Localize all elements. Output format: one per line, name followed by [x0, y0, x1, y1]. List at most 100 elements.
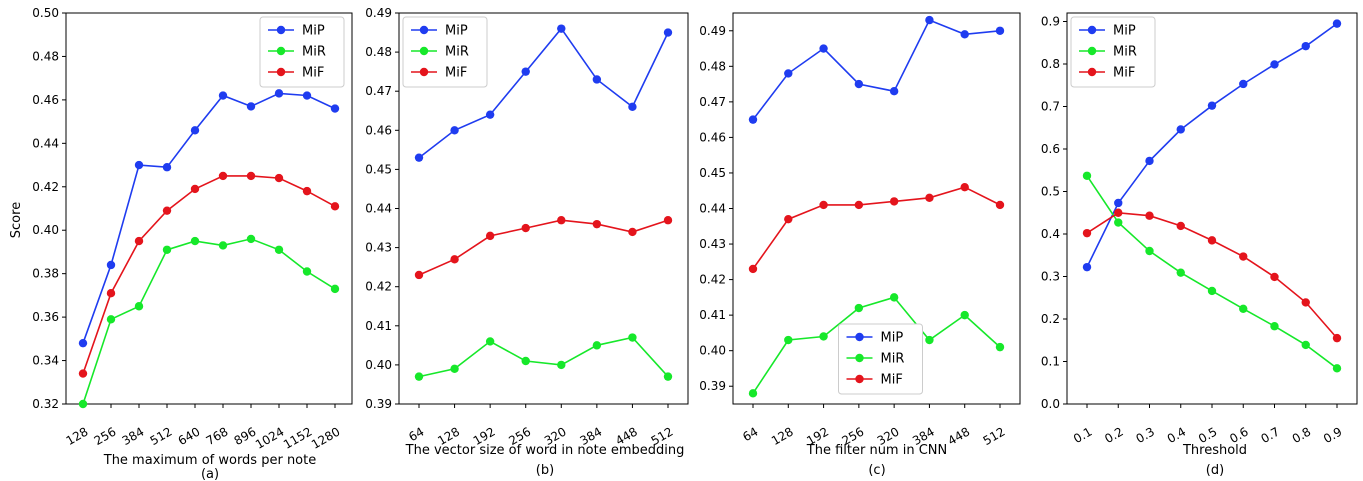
y-tick-label: 0.40	[32, 223, 59, 237]
data-point-mip	[663, 28, 673, 37]
y-axis-label: Score	[9, 202, 24, 238]
data-point-mir	[1301, 340, 1310, 350]
data-point-mir	[1114, 218, 1123, 227]
data-point-mip	[330, 104, 340, 113]
x-tick-label: 1024	[253, 424, 286, 451]
data-point-mif	[1332, 333, 1342, 343]
x-tick-label: 0.3	[1133, 424, 1157, 446]
legend-marker	[855, 332, 864, 342]
x-tick-label: 128	[769, 424, 796, 448]
data-point-mir	[134, 302, 144, 311]
series-line-mif	[1086, 211, 1338, 339]
x-tick-label: 512	[148, 424, 175, 448]
chart-panel-a: The maximum of words per note (a) 0.32 0.…	[32, 6, 353, 481]
data-point-mip	[1114, 198, 1123, 208]
y-tick-label: 0.41	[699, 308, 726, 322]
y-tick-label: 0.45	[699, 166, 726, 180]
legend: MiP MiR MiF	[402, 16, 488, 88]
x-axis-label: The filter num in CNN	[806, 443, 947, 458]
legend-label: MiR	[445, 45, 469, 60]
data-point-mip	[995, 26, 1005, 35]
y-tick-label: 0.46	[365, 123, 392, 137]
data-point-mir	[925, 335, 934, 345]
series-line-mir	[82, 238, 336, 405]
data-point-mif	[274, 173, 284, 183]
data-point-mir	[557, 360, 566, 370]
y-tick-label: 0.43	[699, 237, 726, 251]
data-point-mip	[302, 91, 312, 100]
data-point-mip	[819, 44, 828, 53]
data-point-mip	[748, 115, 758, 124]
legend-marker	[1087, 25, 1097, 35]
panel-label: (c)	[868, 463, 885, 478]
y-tick-label: 0.40	[699, 344, 726, 358]
x-tick-label: 448	[945, 424, 972, 448]
panel-label: (a)	[201, 467, 219, 481]
data-point-mip	[925, 15, 934, 25]
x-tick-label: 640	[176, 424, 203, 448]
y-tick-label: 0.47	[699, 95, 726, 109]
data-point-mir	[1239, 304, 1248, 313]
data-point-mif	[450, 255, 459, 264]
data-point-mip	[134, 160, 144, 170]
data-point-mif	[1082, 228, 1092, 238]
legend-label: MiF	[881, 373, 903, 388]
data-point-mif	[1270, 272, 1279, 282]
data-point-mip	[854, 79, 864, 89]
legend-label: MiF	[302, 66, 324, 81]
data-point-mif	[854, 200, 864, 210]
series-line-mir	[418, 336, 669, 378]
legend-marker	[276, 67, 286, 77]
y-tick-label: 0.45	[365, 162, 392, 176]
data-point-mif	[330, 202, 340, 211]
legend-label: MiP	[445, 24, 468, 39]
data-point-mir	[995, 342, 1005, 352]
legend-label: MiP	[881, 331, 904, 346]
data-point-mif	[819, 200, 828, 210]
data-point-mip	[1207, 101, 1217, 110]
chart-panel-d: Threshold (d) 0.0 0.1 0.2 0.3 0.4 0.5 0.6 0.7 0.…	[1041, 12, 1358, 478]
data-point-mir	[274, 245, 284, 254]
data-point-mif	[1145, 211, 1154, 220]
x-tick-label: 64	[740, 424, 760, 444]
series-line-mip	[82, 92, 336, 344]
legend-marker	[1087, 46, 1097, 56]
x-tick-label: 384	[120, 424, 147, 448]
y-tick-label: 0.0	[1041, 397, 1060, 411]
data-point-mif	[1239, 252, 1248, 261]
data-point-mir	[521, 356, 530, 366]
data-point-mip	[592, 75, 602, 84]
x-tick-label: 64	[406, 424, 426, 444]
data-point-mif	[414, 270, 424, 280]
y-tick-label: 0.40	[365, 358, 392, 372]
legend: MiP MiR MiF	[838, 323, 923, 395]
data-point-mir	[190, 236, 200, 246]
data-point-mir	[485, 337, 495, 346]
y-tick-label: 0.2	[1041, 312, 1060, 326]
series-line-mif	[752, 186, 1001, 270]
y-tick-label: 0.44	[32, 136, 59, 150]
data-point-mip	[450, 126, 459, 135]
data-point-mir	[450, 364, 459, 374]
data-point-mif	[134, 236, 144, 246]
data-point-mir	[960, 310, 969, 320]
x-tick-label: 256	[92, 424, 119, 448]
y-tick-label: 0.34	[32, 354, 59, 368]
legend-label: MiR	[1113, 45, 1137, 60]
y-tick-label: 0.39	[365, 397, 392, 411]
data-point-mif	[748, 264, 758, 274]
x-axis-label: The vector size of word in note embeddin…	[405, 443, 685, 458]
data-point-mip	[1239, 79, 1248, 89]
data-point-mif	[521, 223, 530, 233]
data-point-mif	[925, 193, 934, 203]
data-point-mip	[521, 67, 530, 76]
data-point-mif	[78, 369, 88, 378]
data-point-mir	[1176, 268, 1185, 277]
legend-marker	[276, 25, 286, 35]
data-point-mir	[106, 315, 116, 324]
data-point-mip	[1332, 19, 1342, 28]
data-point-mip	[889, 87, 899, 96]
y-tick-label: 0.42	[32, 180, 59, 194]
data-point-mir	[414, 372, 424, 381]
